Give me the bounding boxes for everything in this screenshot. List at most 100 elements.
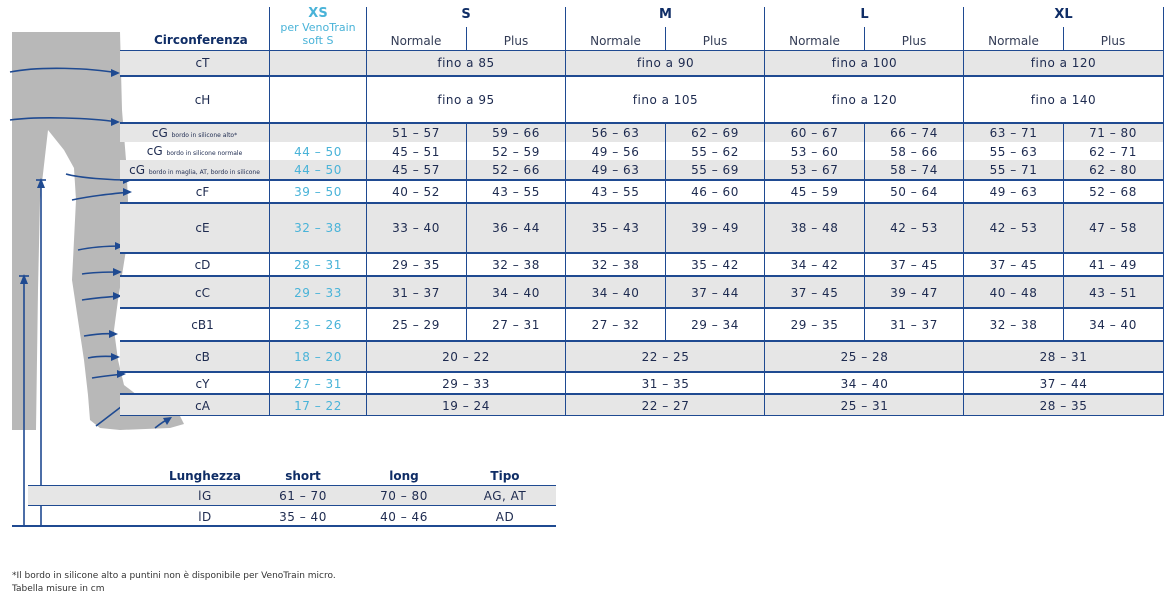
table-cell: 34 – 40 [840, 377, 889, 391]
table-cell: 43 – 55 [492, 185, 540, 199]
xs-cell: 27 – 31 [294, 377, 342, 391]
row-label-cg3-main: cG [129, 163, 145, 177]
xs-cell: 17 – 22 [294, 399, 342, 413]
rule [120, 75, 1163, 77]
row-label-cf: cF [195, 185, 210, 199]
cell-ct-xl: fino a 120 [1030, 56, 1097, 70]
table-cell: 32 – 38 [492, 258, 540, 272]
footnote-2: Tabella misure in cm [12, 584, 105, 594]
rule [120, 371, 1163, 373]
table-cell: 58 – 74 [890, 163, 938, 177]
table-cell: 36 – 44 [492, 221, 540, 235]
header-xs-label: XS [308, 6, 328, 21]
table-cell: 39 – 47 [890, 286, 938, 300]
length-header-long: long [389, 469, 419, 483]
cell-ch-l: fino a 120 [831, 93, 898, 107]
rule [120, 179, 1163, 181]
header-size-s: S [461, 7, 471, 22]
header-size-m: M [659, 7, 672, 22]
table-cell: 71 – 80 [1089, 126, 1137, 140]
table-cell: 29 – 34 [691, 318, 739, 332]
table-cell: 52 – 66 [492, 163, 540, 177]
table-cell: 55 – 63 [989, 145, 1038, 159]
table-cell: 42 – 53 [989, 221, 1038, 235]
table-cell: 40 – 52 [392, 185, 440, 199]
cell-ct-m: fino a 90 [636, 56, 695, 70]
row-label-ch: cH [194, 93, 211, 107]
cell-ch-m: fino a 105 [632, 93, 699, 107]
row-label-cg1-suffix: bordo in silicone alto* [171, 132, 238, 139]
xs-cell: 44 – 50 [294, 145, 342, 159]
row-label-ce: cE [195, 221, 210, 235]
length-short-ld: 35 – 40 [279, 510, 327, 524]
table-cell: 27 – 31 [492, 318, 540, 332]
table-cell: 63 – 71 [989, 126, 1038, 140]
subcol-divider [1063, 123, 1064, 341]
header-plus-s: Plus [503, 34, 529, 48]
header-normale-xl: Normale [988, 34, 1039, 48]
header-normale-s: Normale [390, 34, 442, 48]
table-cell: 45 – 51 [392, 145, 440, 159]
header-size-l: L [860, 7, 869, 22]
table-cell: 52 – 68 [1089, 185, 1137, 199]
subcol-divider [665, 123, 666, 341]
length-label-lg: lG [198, 489, 212, 503]
subcol-divider [1063, 27, 1064, 51]
xs-cell: 23 – 26 [294, 318, 342, 332]
table-cell: 62 – 80 [1089, 163, 1137, 177]
xs-cell: 32 – 38 [294, 221, 342, 235]
header-xs: XS per VenoTrain soft S [270, 6, 366, 48]
col-divider [963, 7, 964, 416]
header-plus-m: Plus [702, 34, 728, 48]
length-rule [28, 505, 556, 506]
cell-ch-s: fino a 95 [437, 93, 495, 107]
xs-cell: 28 – 31 [294, 258, 342, 272]
table-cell: 35 – 42 [691, 258, 739, 272]
table-cell: 53 – 60 [790, 145, 839, 159]
table-cell: 34 – 40 [1089, 318, 1137, 332]
table-cell: 58 – 66 [890, 145, 938, 159]
table-cell: 27 – 32 [591, 318, 640, 332]
length-rule [12, 525, 556, 527]
length-short-lg: 61 – 70 [279, 489, 327, 503]
table-cell: 60 – 67 [790, 126, 839, 140]
table-cell: 37 – 45 [790, 286, 839, 300]
col-divider [565, 7, 566, 416]
length-rule [28, 485, 556, 486]
leg-illustration [9, 32, 268, 527]
rule [120, 340, 1163, 342]
row-label-cg3: cG bordo in maglia, AT, bordo in silicon… [120, 163, 269, 177]
header-plus-l: Plus [901, 34, 927, 48]
band-cg1 [120, 123, 1163, 142]
length-long-lg: 70 – 80 [380, 489, 428, 503]
table-cell: 38 – 48 [790, 221, 839, 235]
row-label-ct: cT [195, 56, 210, 70]
col-divider [269, 7, 270, 416]
table-cell: 52 – 59 [492, 145, 540, 159]
table-cell: 49 – 56 [591, 145, 640, 159]
table-cell: 59 – 66 [492, 126, 540, 140]
length-tipo-lg: AG, AT [483, 489, 527, 503]
band-ca [120, 394, 1163, 415]
table-cell: 31 – 37 [890, 318, 938, 332]
header-xs-sub2: soft S [302, 34, 334, 47]
rule [120, 202, 1163, 204]
row-label-cb1: cB1 [191, 318, 214, 332]
rule [120, 307, 1163, 309]
row-label-cb: cB [195, 350, 210, 364]
table-cell: 40 – 48 [989, 286, 1038, 300]
row-label-cg2: cG bordo in silicone normale [120, 144, 269, 158]
header-xs-sub1: per VenoTrain [280, 21, 356, 34]
table-cell: 47 – 58 [1089, 221, 1137, 235]
table-cell: 32 – 38 [989, 318, 1038, 332]
row-label-cc: cC [195, 286, 210, 300]
xs-cell: 39 – 50 [294, 185, 342, 199]
table-cell: 37 – 44 [691, 286, 739, 300]
table-cell: 28 – 31 [1039, 350, 1088, 364]
table-cell: 45 – 57 [392, 163, 440, 177]
table-cell: 39 – 49 [691, 221, 739, 235]
row-label-cg1-main: cG [151, 126, 168, 140]
table-cell: 28 – 35 [1039, 399, 1088, 413]
band-ct [120, 51, 1163, 75]
table-cell: 35 – 43 [591, 221, 640, 235]
